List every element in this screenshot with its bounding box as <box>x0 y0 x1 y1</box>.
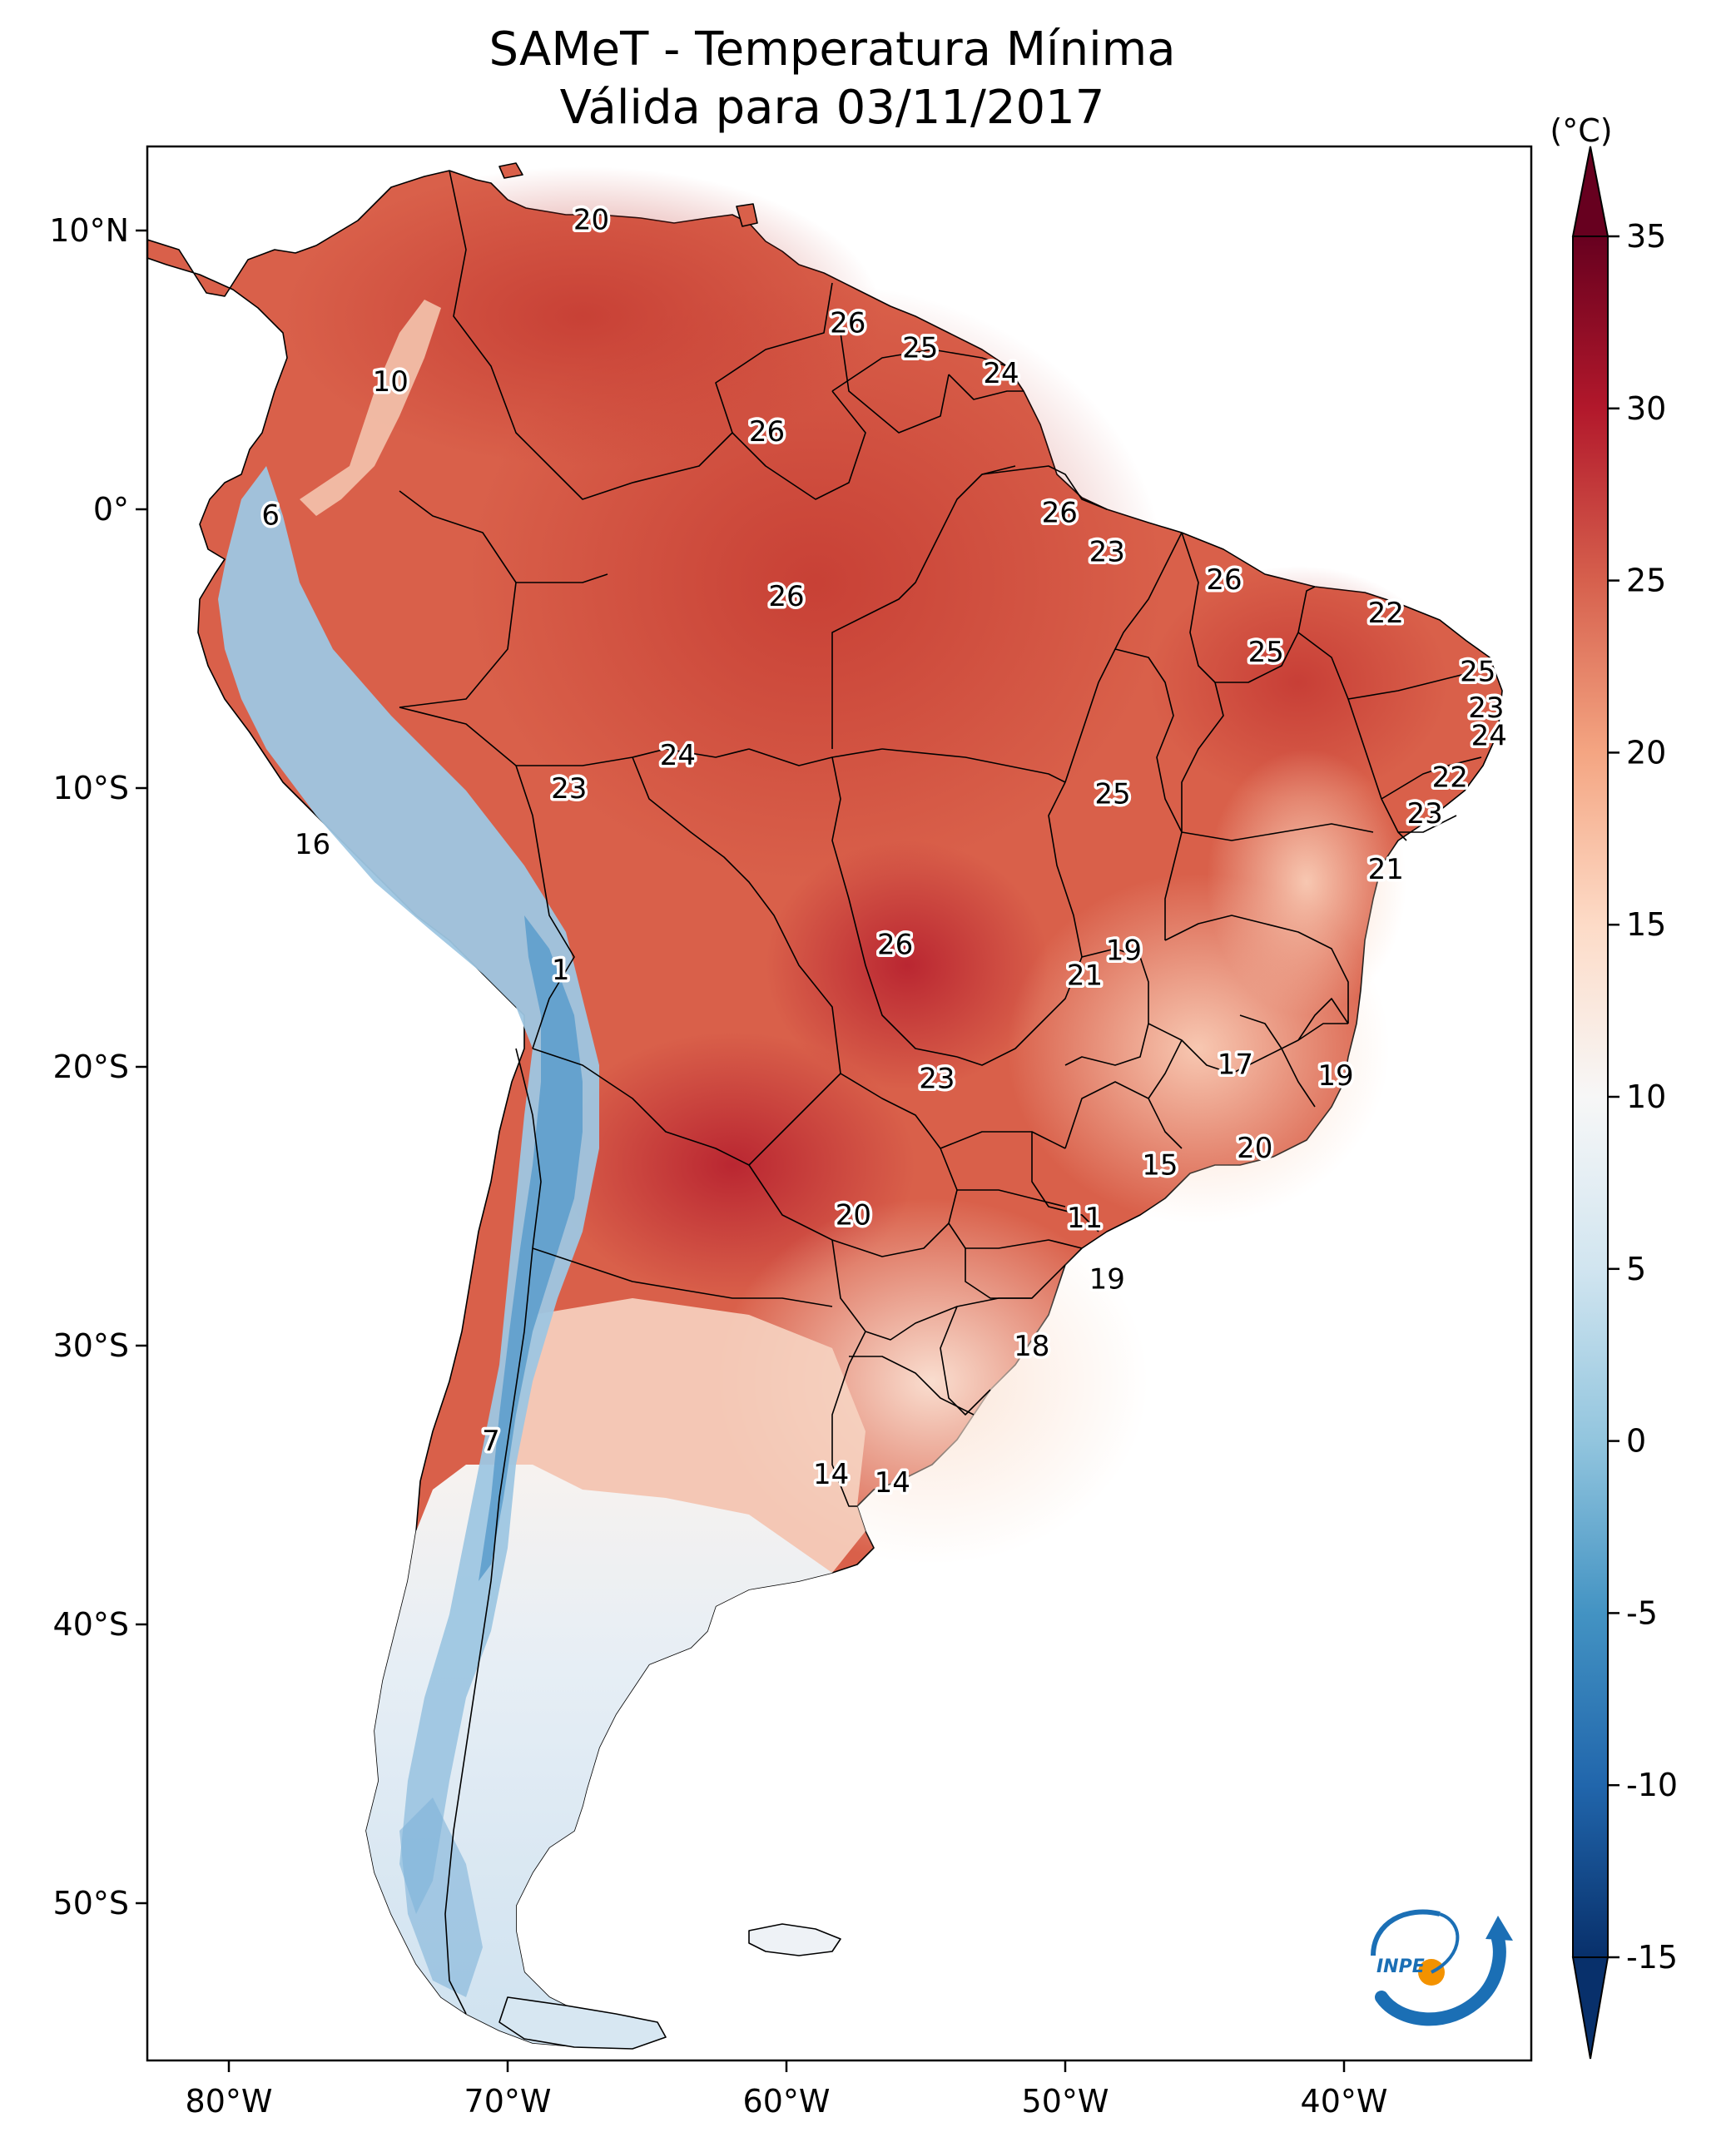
colorbar-unit-label: (°C) <box>1550 112 1612 149</box>
north-coast-heat-zone <box>283 166 882 466</box>
city-temperature-label: 1 <box>552 954 570 987</box>
colorbar-tick-label: 25 <box>1626 563 1666 599</box>
lat-tick-label: 50°S <box>53 1885 129 1921</box>
lon-tick-label: 60°W <box>743 2083 831 2120</box>
lon-tick-label: 80°W <box>186 2083 273 2120</box>
lon-tick-label: 70°W <box>464 2083 552 2120</box>
longitude-axis: 80°W 70°W 60°W 50°W 40°W <box>186 2060 1388 2120</box>
colombian-andes-cool <box>300 300 441 516</box>
city-temperature-label: 24 <box>660 739 696 772</box>
caribbean-island <box>736 203 758 227</box>
colorbar-tick-label: 30 <box>1626 390 1666 427</box>
city-temperature-label: 20 <box>1237 1132 1272 1165</box>
andes-cold-band <box>218 466 599 1914</box>
lat-tick-label: 20°S <box>53 1049 129 1085</box>
city-temperature-label: 19 <box>1317 1059 1353 1093</box>
colorbar: (°C) 35 30 25 20 15 10 5 0 -5 -10 -15 <box>1550 112 1678 2060</box>
southern-andes-cool <box>399 1797 483 1997</box>
city-temperature-label: 11 <box>1067 1202 1103 1235</box>
colorbar-tick-label: 15 <box>1626 906 1666 943</box>
pantanal-heat-zone <box>766 840 1049 1090</box>
city-temperature-label: 22 <box>1368 597 1404 630</box>
city-temperature-label: 16 <box>295 828 330 861</box>
chart-title-line2: Válida para 03/11/2017 <box>560 81 1105 135</box>
city-temperature-label: 17 <box>1218 1049 1253 1082</box>
city-temperature-label: 23 <box>1089 535 1125 568</box>
lat-tick-label: 10°N <box>49 212 129 249</box>
city-temperature-label: 6 <box>261 499 280 533</box>
city-temperature-label: 25 <box>902 332 938 365</box>
lon-tick-label: 50°W <box>1022 2083 1109 2120</box>
lat-tick-label: 30°S <box>53 1327 129 1364</box>
city-temperature-label: 23 <box>1407 797 1443 831</box>
city-temperature-label: 23 <box>1468 692 1504 725</box>
city-temperature-label: 24 <box>983 357 1019 390</box>
city-temperature-label: 18 <box>1014 1330 1049 1363</box>
city-temperature-label: 25 <box>1460 655 1495 688</box>
political-borders <box>399 170 1482 2015</box>
city-temperature-label: 26 <box>1206 563 1242 597</box>
caribbean-island <box>498 162 523 179</box>
city-temperature-label: 21 <box>1067 959 1103 992</box>
city-temperature-label: 26 <box>749 415 785 449</box>
colorbar-tick-label: -5 <box>1626 1594 1658 1631</box>
falkland-islands <box>748 1923 841 1956</box>
chart-title-line1: SAMeT - Temperatura Mínima <box>489 22 1175 77</box>
city-temperature-label: 14 <box>813 1458 849 1491</box>
city-temperature-label: 25 <box>1094 778 1130 811</box>
city-temperature-label: 26 <box>1042 496 1078 529</box>
city-temperature-label: 19 <box>1089 1263 1125 1297</box>
lon-tick-label: 40°W <box>1301 2083 1388 2120</box>
lat-tick-label: 40°S <box>53 1606 129 1643</box>
colorbar-tick-label: 0 <box>1626 1423 1646 1460</box>
city-temperature-label: 23 <box>919 1062 955 1095</box>
city-temperature-label: 24 <box>1471 719 1507 752</box>
colorbar-tick-label: -10 <box>1626 1767 1678 1803</box>
city-temperature-label: 7 <box>482 1425 500 1458</box>
colorbar-min-extension <box>1571 1956 1610 2060</box>
altiplano-cold-core <box>479 915 583 1581</box>
colorbar-max-extension <box>1571 146 1610 237</box>
colorbar-tick-label: 20 <box>1626 734 1666 771</box>
colorbar-tick-label: 5 <box>1626 1251 1646 1287</box>
city-temperature-label: 22 <box>1432 761 1468 795</box>
city-temperature-label: 14 <box>875 1466 910 1500</box>
tierra-del-fuego <box>498 1996 667 2050</box>
city-temperature-label: 20 <box>573 204 609 237</box>
latitude-axis: 10°N 0° 10°S 20°S 30°S 40°S 50°S <box>49 212 147 1921</box>
city-temperature-label: 23 <box>551 772 587 806</box>
lat-tick-label: 10°S <box>53 770 129 806</box>
city-temperature-label: 19 <box>1106 934 1142 967</box>
colorbar-tick-label: -15 <box>1626 1939 1678 1976</box>
colorbar-gradient <box>1572 236 1609 1958</box>
city-temperature-label: 26 <box>877 929 913 962</box>
city-temperature-label: 26 <box>830 307 866 340</box>
bahia-mild-zone <box>1207 749 1406 1015</box>
inpe-logo-icon: INPE <box>1371 1909 1513 2026</box>
lat-tick-label: 0° <box>93 491 129 528</box>
map-frame <box>146 145 1533 2062</box>
colorbar-tick-label: 35 <box>1626 218 1666 255</box>
city-temperature-label: 10 <box>373 365 409 399</box>
city-temperature-label: 25 <box>1248 636 1284 669</box>
colorbar-tick-label: 10 <box>1626 1078 1666 1115</box>
city-temperature-label: 26 <box>768 580 804 613</box>
city-temperature-label: 21 <box>1368 853 1404 886</box>
inpe-logo-text: INPE <box>1376 1956 1425 1977</box>
city-temperature-label: 20 <box>836 1199 871 1232</box>
northeast-heat-zone <box>1148 566 1448 799</box>
city-temperature-label: 15 <box>1142 1148 1178 1182</box>
